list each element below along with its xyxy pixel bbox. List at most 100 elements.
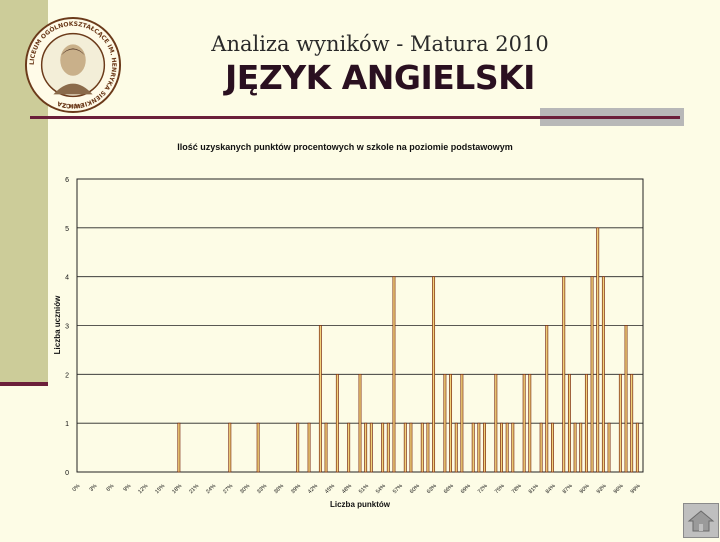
bar [335,373,339,473]
x-tick-label: 3% [89,483,99,493]
x-tick-label: 66% [443,483,455,495]
bar [579,422,583,473]
bar [635,422,639,473]
logo-bottom-text: ŁUKÓW [62,103,83,110]
header-divider [30,116,680,119]
x-tick-label: 69% [460,483,472,495]
bar [228,422,232,473]
x-tick-label: 42% [307,483,319,495]
bar [624,325,628,473]
bar [494,373,498,473]
bar [573,422,577,473]
bar [347,422,351,473]
x-tick-label: 90% [579,483,591,495]
x-tick-label: 84% [545,483,557,495]
bar [364,422,368,473]
left-decor-line [0,382,48,386]
bar [358,373,362,473]
bar [449,373,453,473]
bar [296,422,300,473]
bar [477,422,481,473]
bar [369,422,373,473]
bar [420,422,424,473]
x-tick-label: 27% [222,483,234,495]
x-tick-label: 15% [154,483,166,495]
x-tick-label: 87% [562,483,574,495]
bar [607,422,611,473]
bar [505,422,509,473]
bar [256,422,260,473]
x-tick-label: 99% [630,483,642,495]
chart-title: Ilość uzyskanych punktów procentowych w … [177,142,513,152]
bar-chart: Ilość uzyskanych punktów procentowych w … [53,142,644,509]
bar [454,422,458,473]
bar [550,422,554,473]
x-tick-label: 21% [188,483,200,495]
x-tick-label: 93% [596,483,608,495]
x-tick-label: 36% [273,483,285,495]
x-tick-label: 6% [106,483,116,493]
y-axis-label: Liczba uczniów [53,295,62,354]
x-tick-label: 24% [205,483,217,495]
x-tick-label: 60% [409,483,421,495]
bar [528,373,532,473]
x-tick-label: 54% [375,483,387,495]
page-title: Analiza wyników - Matura 2010 [211,32,549,56]
bar [409,422,413,473]
page-subject: JĘZYK ANGIELSKI [225,58,535,97]
x-tick-label: 75% [494,483,506,495]
bar [590,276,594,473]
y-tick-label: 5 [65,226,69,233]
x-tick-label: 33% [256,483,268,495]
bar [483,422,486,473]
home-icon [687,510,715,532]
x-tick-label: 78% [511,483,523,495]
bar [567,373,571,473]
bar [318,325,322,473]
chart-bars [177,227,639,473]
y-tick-label: 0 [65,470,69,477]
x-tick-label: 18% [171,483,183,495]
x-axis-label: Liczba punktów [330,500,391,509]
bar [630,373,634,473]
school-seal-logo: LICEUM OGÓLNOKSZTAŁCĄCE IM. HENRYKA SIEN… [24,16,122,114]
x-tick-label: 63% [426,483,438,495]
y-tick-label: 4 [65,275,69,282]
y-tick-label: 1 [65,421,69,428]
x-tick-label: 9% [122,483,132,493]
bar [596,227,600,473]
x-tick-label: 57% [392,483,404,495]
x-tick-labels: 0% 3% 6% 9% 12% 15% 18% 21% 24% 27% 30% 33% 36% 39% 42… [72,483,642,495]
bar [432,276,436,473]
bar [443,373,447,473]
bar [500,422,503,473]
bar [426,422,430,473]
bar [511,422,515,473]
x-tick-label: 0% [72,483,82,493]
x-tick-label: 45% [324,483,336,495]
bar [601,276,605,473]
bar [584,373,588,473]
x-tick-label: 72% [477,483,489,495]
bar [539,422,543,473]
bar [471,422,475,473]
x-tick-label: 12% [137,483,149,495]
bar [562,276,566,473]
bar [324,422,328,473]
x-tick-label: 51% [358,483,370,495]
bar [392,276,396,473]
bar [460,373,464,473]
bar [307,422,311,473]
bar [403,422,407,473]
bar [386,422,390,473]
bar [618,373,622,473]
x-tick-label: 30% [239,483,251,495]
x-tick-label: 39% [290,483,302,495]
home-button[interactable] [683,503,719,538]
bar [545,325,549,473]
bar [381,422,385,473]
y-tick-label: 3 [65,324,69,331]
y-tick-labels: 0 1 2 3 4 5 6 [65,177,69,477]
x-tick-label: 81% [528,483,540,495]
x-tick-label: 96% [613,483,625,495]
